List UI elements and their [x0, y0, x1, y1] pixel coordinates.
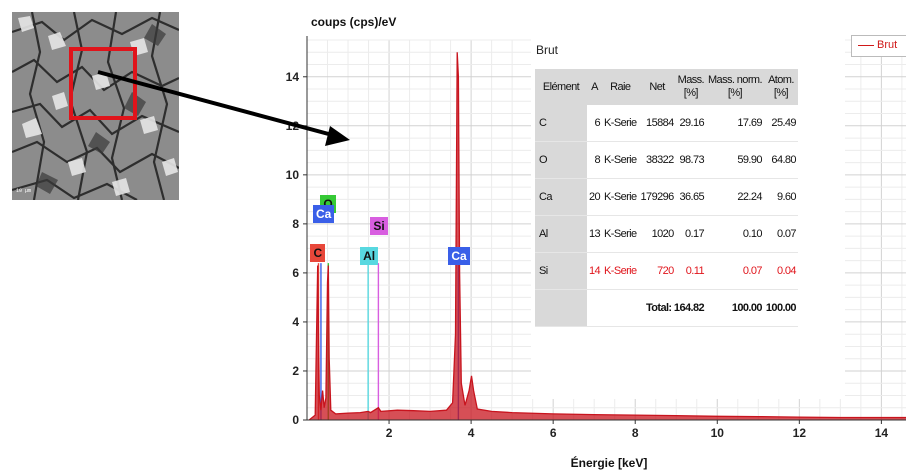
series-line-brut: [308, 52, 906, 421]
header-mass-norm: Mass. norm. [%]: [705, 69, 764, 105]
y-axis-title: coups (cps)/eV: [311, 15, 396, 29]
micrograph-scale-text: 10 µm: [16, 188, 32, 194]
header-mass-line1: Mass.: [677, 74, 705, 86]
header-net: Net: [638, 69, 676, 105]
y-tick-label: 0: [292, 413, 299, 427]
header-massnorm-line2: [%]: [727, 87, 743, 99]
x-tick-label: 6: [550, 426, 557, 440]
x-axis-title: Énergie [keV]: [571, 455, 648, 470]
y-tick-label: 6: [292, 266, 299, 280]
cell-raie: K-Serie: [604, 117, 637, 129]
cell-mass-norm: 0.10: [742, 228, 763, 240]
cell-a: 14: [589, 265, 601, 277]
table-row: C 6 K-Serie 15884 29.16 17.69 25.49: [535, 105, 798, 142]
cell-total-mass-norm: 100.00: [731, 302, 763, 314]
y-tick-label: 4: [292, 315, 299, 329]
cell-mass-norm: 17.69: [737, 117, 762, 129]
cell-mass-norm: 0.07: [742, 265, 763, 277]
x-tick-label: 8: [632, 426, 639, 440]
x-tick-label: 2: [386, 426, 393, 440]
header-mass-line2: [%]: [683, 87, 699, 99]
table-row: Al 13 K-Serie 1020 0.17 0.10 0.07: [535, 215, 798, 253]
quantification-table: Elément A Raie Net Mass. [%] Mass. norm.[…: [535, 69, 798, 327]
legend-swatch: [858, 45, 874, 46]
cell-atom: 25.49: [771, 117, 796, 129]
x-tick-labels: 2 4 6 8 10 12 14: [386, 420, 889, 440]
y-tick-label: 14: [286, 70, 300, 84]
cell-raie: K-Serie: [604, 228, 637, 240]
table-total-row: Total: 164.82 100.00 100.00: [535, 289, 798, 327]
cell-element: Al: [535, 215, 587, 253]
cell-raie: K-Serie: [604, 191, 637, 203]
table-row: Si 14 K-Serie 720 0.11 0.07 0.04: [535, 252, 798, 290]
x-tick-label: 10: [711, 426, 725, 440]
x-tick-label: 4: [468, 426, 475, 440]
cell-atom: 9.60: [776, 191, 797, 203]
table-row: O 8 K-Serie 38322 98.73 59.90 64.80: [535, 141, 798, 179]
header-atom: Atom. [%]: [763, 69, 798, 105]
cell-total-mass: Total: 164.82: [645, 302, 705, 314]
cell-mass-norm: 59.90: [737, 154, 762, 166]
cell-atom: 64.80: [771, 154, 796, 166]
spectrum-series: [308, 52, 906, 421]
cell-mass-norm: 22.24: [737, 191, 762, 203]
cell-atom: 0.04: [776, 265, 797, 277]
element-marker-ca: Ca: [448, 246, 470, 265]
cell-net: 15884: [646, 117, 674, 129]
cell-a: 6: [594, 117, 601, 129]
cell-total-atom: 100.00: [765, 302, 797, 314]
cell-element: Si: [535, 252, 587, 290]
cell-mass: 29.16: [679, 117, 704, 129]
header-massnorm-line1: Mass. norm.: [707, 74, 763, 86]
header-a: A: [587, 69, 603, 105]
cell-net: 720: [657, 265, 674, 277]
element-marker-c: C: [310, 244, 326, 263]
cell-blank: [535, 289, 587, 327]
y-tick-label: 2: [292, 364, 299, 378]
legend-label: Brut: [877, 39, 898, 51]
cell-element: Ca: [535, 178, 587, 216]
cell-blank: [587, 290, 602, 327]
y-tick-label: 10: [286, 168, 300, 182]
cell-raie: K-Serie: [604, 154, 637, 166]
quantification-panel: Brut Elément A Raie Net Mass. [%] Mass. n…: [531, 37, 845, 399]
y-tick-label: 12: [286, 119, 300, 133]
cell-mass: 0.17: [684, 228, 705, 240]
cell-element: O: [535, 141, 587, 179]
y-tick-labels: 0 2 4 6 8 10 12 14: [286, 70, 307, 427]
x-tick-label: 14: [875, 426, 889, 440]
element-marker-ca: Ca: [312, 205, 335, 224]
cell-net: 179296: [640, 191, 675, 203]
header-atom-line1: Atom.: [768, 74, 794, 86]
cell-element: C: [535, 105, 587, 142]
cell-net: 38322: [646, 154, 674, 166]
table-header-row: Elément A Raie Net Mass. [%] Mass. norm.[…: [535, 69, 798, 105]
cell-mass: 0.11: [685, 265, 705, 277]
header-atom-line2: [%]: [773, 87, 789, 99]
cell-raie: K-Serie: [604, 265, 637, 277]
element-marker-si: Si: [370, 217, 388, 236]
x-tick-label: 12: [793, 426, 807, 440]
cell-atom: 0.07: [776, 228, 797, 240]
cell-a: 8: [594, 154, 601, 166]
header-raie: Raie: [602, 69, 639, 105]
table-title: Brut: [536, 43, 559, 57]
table-row: Ca 20 K-Serie 179296 36.65 22.24 9.60: [535, 178, 798, 216]
cell-a: 13: [589, 228, 601, 240]
y-tick-label: 8: [292, 217, 299, 231]
cell-net: 1020: [651, 228, 675, 240]
cell-mass: 36.65: [679, 191, 704, 203]
header-mass: Mass. [%]: [675, 69, 706, 105]
chart-legend: Brut: [851, 35, 906, 57]
element-marker-al: Al: [360, 246, 379, 265]
header-element: Elément: [535, 69, 587, 105]
cell-mass: 98.73: [679, 154, 704, 166]
cell-a: 20: [589, 191, 601, 203]
